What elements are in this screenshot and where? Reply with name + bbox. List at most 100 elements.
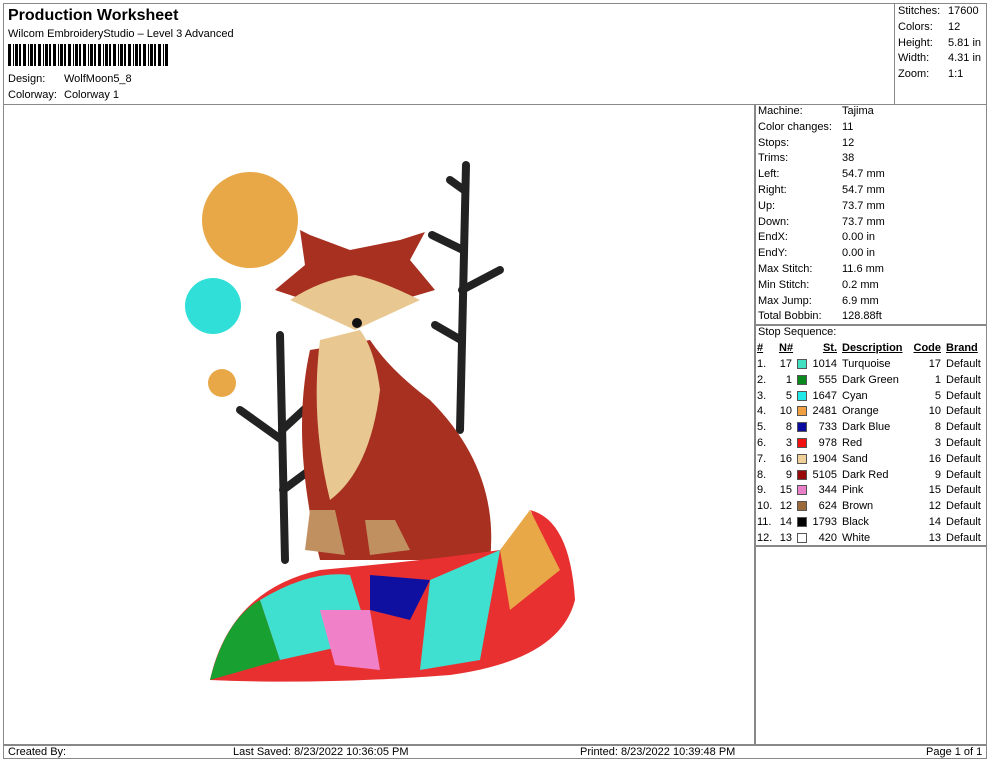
summary-value: 1:1	[948, 68, 964, 81]
stitch-count: 624	[818, 500, 837, 513]
color-swatch	[797, 390, 807, 401]
info-label: Stops:	[758, 136, 790, 149]
description: Brown	[842, 500, 874, 513]
summary-box	[894, 3, 987, 105]
stitch-count: 5105	[812, 468, 837, 481]
column-header: N#	[779, 342, 794, 354]
info-value: 12	[842, 136, 855, 149]
needle: 12	[779, 500, 792, 513]
row-number: 11.	[757, 516, 772, 528]
divider	[754, 545, 987, 547]
summary-label: Colors:	[898, 20, 933, 33]
brand: Default	[946, 358, 981, 370]
field-label: Colorway:	[8, 89, 57, 101]
description: Dark Blue	[842, 421, 891, 434]
row-number: 10.	[757, 500, 773, 513]
needle: 17	[779, 358, 792, 370]
info-value: 11	[842, 120, 854, 133]
stitch-count: 1904	[812, 452, 837, 465]
printed: Printed: 8/23/2022 10:39:48 PM	[580, 746, 736, 758]
needle: 3	[785, 437, 792, 449]
info-value: 54.7 mm	[842, 184, 885, 196]
description: Orange	[842, 405, 879, 418]
info-label: Down:	[758, 215, 790, 228]
divider	[3, 744, 987, 746]
stitch-count: 1793	[812, 516, 837, 528]
brand: Default	[946, 452, 981, 465]
needle: 16	[779, 452, 792, 465]
info-value: 0.00 in	[842, 231, 876, 244]
color-swatch	[797, 374, 807, 385]
field-value: Colorway 1	[64, 89, 120, 101]
brand: Default	[946, 500, 981, 513]
row-number: 3.	[757, 389, 767, 402]
description: Sand	[842, 452, 868, 465]
info-value: 54.7 mm	[842, 168, 885, 181]
needle: 10	[779, 405, 792, 418]
needle: 15	[779, 484, 792, 497]
info-label: EndY:	[758, 247, 788, 260]
barcode	[8, 44, 168, 66]
needle: 8	[785, 421, 792, 434]
needle: 14	[779, 516, 792, 528]
summary-label: Width:	[898, 52, 930, 65]
summary-value: 4.31 in	[948, 52, 982, 65]
row-number: 7.	[757, 452, 767, 465]
stitch-count: 978	[818, 437, 837, 449]
color-swatch	[797, 501, 807, 512]
summary-value: 12	[948, 20, 961, 33]
color-swatch	[797, 453, 807, 464]
created-by: Created By:	[8, 746, 67, 758]
info-value: 73.7 mm	[842, 199, 885, 212]
brand: Default	[946, 405, 981, 418]
summary-value: 5.81 in	[948, 36, 982, 49]
info-label: Up:	[758, 199, 776, 212]
needle: 13	[779, 531, 792, 544]
brand: Default	[946, 484, 981, 497]
description: Pink	[842, 484, 864, 497]
info-value: 6.9 mm	[842, 294, 879, 307]
info-value: 38	[842, 152, 855, 165]
description: Dark Red	[842, 468, 889, 481]
stitch-count: 2481	[812, 405, 837, 418]
info-label: Min Stitch:	[758, 278, 810, 291]
summary-label: Zoom:	[898, 68, 930, 81]
code: 9	[934, 468, 941, 481]
code: 15	[928, 484, 941, 497]
row-number: 5.	[757, 421, 767, 434]
row-number: 8.	[757, 468, 767, 481]
info-label: Left:	[758, 168, 780, 181]
info-value: 73.7 mm	[842, 215, 885, 228]
info-label: Machine:	[758, 105, 803, 117]
column-header: Brand	[946, 342, 978, 354]
row-number: 12.	[757, 531, 773, 544]
field-label: Design:	[8, 73, 46, 85]
code: 16	[928, 452, 941, 465]
field-value: WolfMoon5_8	[64, 73, 132, 85]
summary-label: Stitches:	[898, 5, 941, 17]
code: 5	[934, 389, 941, 402]
description: Turquoise	[842, 358, 891, 370]
color-swatch	[797, 517, 807, 527]
description: Cyan	[842, 389, 868, 402]
summary-label: Height:	[898, 36, 933, 49]
color-swatch	[797, 532, 807, 543]
summary-value: 17600	[948, 5, 979, 17]
code: 10	[928, 405, 941, 418]
design-preview	[185, 161, 575, 682]
stitch-count: 555	[818, 373, 837, 386]
code: 12	[928, 500, 941, 513]
info-label: Color changes:	[758, 120, 832, 133]
subtitle: Wilcom EmbroideryStudio – Level 3 Advanc…	[8, 28, 234, 40]
info-value: 0.2 mm	[842, 278, 879, 291]
brand: Default	[946, 531, 981, 544]
info-value: Tajima	[842, 105, 874, 117]
code: 14	[928, 516, 941, 528]
description: Dark Green	[842, 373, 899, 386]
color-swatch	[797, 485, 807, 496]
info-value: 0.00 in	[842, 247, 876, 260]
stitch-count: 420	[818, 531, 837, 544]
info-label: Max Stitch:	[758, 263, 813, 275]
stitch-count: 1647	[812, 389, 837, 402]
